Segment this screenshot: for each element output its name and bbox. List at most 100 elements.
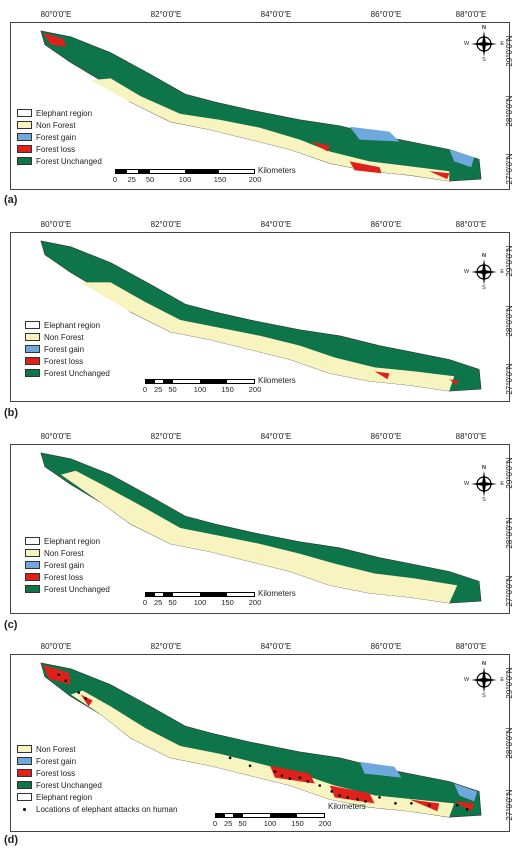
compass-west: W xyxy=(464,677,470,683)
legend-swatch xyxy=(25,333,40,341)
compass-north: N xyxy=(482,253,486,259)
legend-swatch xyxy=(25,345,40,353)
legend-label: Elephant region xyxy=(36,108,93,118)
longitude-label: 86°0'0"E xyxy=(370,10,402,19)
scale-bar: 0 25 50 100 150 200 Kilometers xyxy=(112,166,296,184)
scale-tick: 150 xyxy=(221,598,234,607)
latitude-label: 27°0'0"N xyxy=(504,789,514,821)
longitude-label: 86°0'0"E xyxy=(370,642,402,651)
latitude-label: 28°0'0"N xyxy=(504,517,514,549)
attack-dot-icon xyxy=(17,805,32,813)
non-forest-area xyxy=(90,78,450,182)
north-arrow-icon: N S W E xyxy=(464,661,504,699)
attack-location-marker xyxy=(84,697,87,700)
scale-tick: 25 xyxy=(127,175,136,184)
longitude-label: 80°0'0"E xyxy=(40,220,72,229)
map-panel-d: 80°0'0"E 82°0'0"E 84°0'0"E 86°0'0"E 88°0… xyxy=(10,642,514,832)
attack-locations-layer xyxy=(57,673,469,811)
legend-swatch xyxy=(17,121,32,129)
non-forest-area xyxy=(60,470,458,604)
longitude-label: 82°0'0"E xyxy=(150,642,182,651)
attack-location-marker xyxy=(356,798,359,801)
map-legend: Elephant region Non Forest Forest gain F… xyxy=(25,319,110,379)
legend-label: Forest gain xyxy=(44,560,85,570)
legend-swatch xyxy=(17,133,32,141)
map-legend: Elephant region Non Forest Forest gain F… xyxy=(17,107,102,167)
non-forest-area xyxy=(80,282,455,392)
attack-location-marker xyxy=(298,776,302,779)
panel-letter: (c) xyxy=(4,619,18,631)
scale-tick: 0 xyxy=(142,598,148,607)
panel-letter: (b) xyxy=(4,407,19,419)
scale-tick: 200 xyxy=(248,598,262,607)
longitude-label: 82°0'0"E xyxy=(150,432,182,441)
scale-tick: 100 xyxy=(193,598,207,607)
scale-tick: 25 xyxy=(224,819,233,828)
legend-swatch xyxy=(17,781,32,789)
longitude-label: 84°0'0"E xyxy=(260,642,292,651)
attack-location-marker xyxy=(455,804,459,807)
latitude-label: 27°0'0"N xyxy=(504,363,514,395)
compass-east: E xyxy=(500,677,504,683)
legend-label: Non Forest xyxy=(44,332,84,342)
attack-location-marker xyxy=(57,673,61,677)
longitude-label: 80°0'0"E xyxy=(40,432,72,441)
latitude-label: 27°0'0"N xyxy=(504,575,514,607)
attack-location-marker xyxy=(428,804,431,807)
legend-swatch xyxy=(17,793,32,801)
latitude-label: 29°0'0"N xyxy=(504,667,514,699)
longitude-label: 84°0'0"E xyxy=(260,10,292,19)
north-arrow-icon: N S W E xyxy=(464,253,504,291)
legend-swatch xyxy=(17,157,32,165)
scale-unit: Kilometers xyxy=(258,589,296,598)
longitude-label: 88°0'0"E xyxy=(455,642,487,651)
attack-location-marker xyxy=(228,756,232,760)
elephant-region-band xyxy=(40,30,482,182)
legend-swatch xyxy=(17,145,32,153)
legend-label: Forest Unchanged xyxy=(44,368,110,378)
legend-label: Elephant region xyxy=(44,320,101,330)
longitude-label: 82°0'0"E xyxy=(150,10,182,19)
legend-swatch xyxy=(25,585,40,593)
compass-west: W xyxy=(464,41,470,47)
attack-location-marker xyxy=(288,777,292,780)
forest-gain-area xyxy=(359,761,478,802)
scale-tick: 0 xyxy=(112,175,118,184)
map-area-d xyxy=(40,662,482,818)
longitude-label: 80°0'0"E xyxy=(40,10,72,19)
map-panel-c: 80°0'0"E 82°0'0"E 84°0'0"E 86°0'0"E 88°0… xyxy=(10,432,514,614)
legend-label: Forest loss xyxy=(44,572,84,582)
longitude-label: 88°0'0"E xyxy=(455,432,487,441)
compass-east: E xyxy=(500,481,504,487)
attack-location-marker xyxy=(346,796,349,799)
compass-north: N xyxy=(482,661,486,667)
forest-loss-area xyxy=(374,371,460,386)
latitude-label: 29°0'0"N xyxy=(504,245,514,277)
scale-tick: 150 xyxy=(213,175,227,184)
scale-tick: 50 xyxy=(145,175,155,184)
attack-location-marker xyxy=(364,800,367,803)
latitude-label: 27°0'0"N xyxy=(504,153,514,185)
map-area-c xyxy=(40,452,482,604)
attack-location-marker xyxy=(248,764,252,768)
scale-bar: 0 25 50 100 150 200 Kilometers xyxy=(142,589,296,607)
legend-label: Forest loss xyxy=(44,356,84,366)
legend-label: Elephant region xyxy=(44,536,101,546)
attack-location-marker xyxy=(318,784,322,787)
map-legend: Non Forest Forest gain Forest loss Fores… xyxy=(17,743,177,815)
latitude-label: 29°0'0"N xyxy=(504,457,514,489)
compass-north: N xyxy=(482,25,486,31)
elephant-region-band xyxy=(40,662,482,818)
latitude-label: 28°0'0"N xyxy=(504,95,514,127)
legend-swatch xyxy=(25,537,40,545)
longitude-label: 88°0'0"E xyxy=(455,10,487,19)
attack-location-marker xyxy=(306,780,310,783)
legend-label: Forest gain xyxy=(44,344,85,354)
legend-swatch xyxy=(25,573,40,581)
longitude-label: 84°0'0"E xyxy=(260,220,292,229)
compass-south: S xyxy=(482,285,486,291)
map-panel-a: 80°0'0"E 82°0'0"E 84°0'0"E 86°0'0"E 88°0… xyxy=(10,10,514,190)
panel-letter: (a) xyxy=(4,194,18,206)
legend-swatch xyxy=(25,561,40,569)
legend-label: Locations of elephant attacks on human xyxy=(36,804,178,814)
